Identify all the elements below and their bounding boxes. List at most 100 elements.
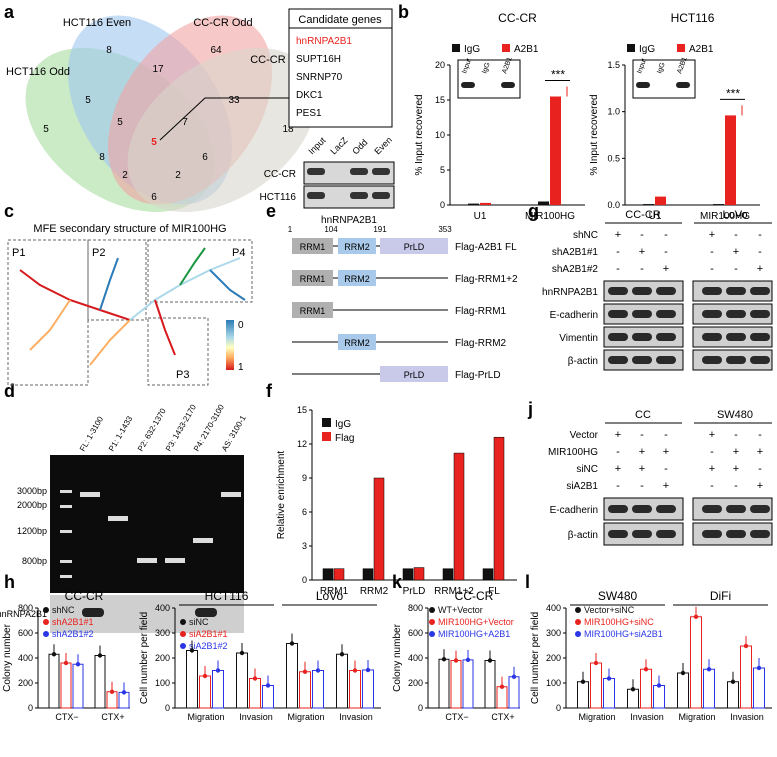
legend-marker <box>43 607 49 613</box>
blot-group-label: LoVo <box>722 209 747 221</box>
chart-i: 0 100 200 300 400 Cell number per field HCT116… <box>139 589 381 722</box>
band-label: β-actin <box>568 356 598 367</box>
blot-band <box>750 505 770 513</box>
y-tick-label: 200 <box>155 653 170 663</box>
rna-structure: MFE secondary structure of MIR100HG P1 P… <box>7 223 253 386</box>
group-title: DiFi <box>710 589 731 603</box>
y-axis-label: % Input recovered <box>414 94 425 175</box>
venn-count: 6 <box>202 152 208 163</box>
gel-image <box>50 455 244 593</box>
inset-blot <box>457 59 521 99</box>
condition-label: shA2B1#2 <box>552 264 599 275</box>
blot-a-col: Odd <box>350 137 369 156</box>
blot-band <box>656 505 676 513</box>
blot-band <box>726 333 746 341</box>
data-point <box>593 660 599 666</box>
legend-marker <box>429 619 435 625</box>
condition-sign: - <box>616 446 620 458</box>
venn-count: 5 <box>43 124 49 135</box>
data-point <box>189 648 195 653</box>
x-tick-label: PrLD <box>403 586 426 597</box>
chart-title: CC-CR <box>455 589 494 603</box>
domain-box <box>292 302 333 318</box>
bar <box>212 670 224 709</box>
blot-group-label: SW480 <box>717 409 753 421</box>
gel-lane-label: AS: 3100-1 <box>220 413 248 453</box>
legend-swatch <box>502 44 510 52</box>
condition-sign: + <box>757 446 763 458</box>
gel-lane-label: P1: 1-1433 <box>107 414 135 453</box>
region-label: P2 <box>92 247 105 259</box>
y-tick-label: 1.0 <box>607 107 620 117</box>
bar <box>727 681 739 709</box>
region-label: P1 <box>12 247 25 259</box>
x-tick-label: Invasion <box>630 712 664 722</box>
bar <box>60 662 72 709</box>
y-tick-label: 0 <box>418 703 423 713</box>
blot-j: CC SW480 Vector + - - + - - MIR100HG - + + - + + siNC + + -… <box>548 409 773 546</box>
x-tick-label: CTX− <box>55 712 78 722</box>
bar <box>640 668 652 709</box>
domain-label: RRM1 <box>300 306 326 316</box>
data-point <box>487 658 493 663</box>
legend-marker <box>43 631 49 637</box>
gel-lane-label: P2: 632-1370 <box>136 406 168 453</box>
constructs-e: 1 104 191 353 RRM1 RRM2 PrLD Flag-A2B1 FL RR… <box>288 225 518 382</box>
x-tick-label: MIR100HG <box>700 211 750 222</box>
legend-marker <box>575 631 581 637</box>
data-point <box>121 690 127 695</box>
condition-sign: + <box>663 446 669 458</box>
x-tick-label: MIR100HG <box>525 211 575 222</box>
legend-label: A2B1 <box>514 44 539 55</box>
panel-letter-c: c <box>4 201 14 221</box>
condition-sign: + <box>709 463 715 475</box>
venn-count: 18 <box>282 124 294 135</box>
blot-band <box>632 333 652 341</box>
data-point <box>453 658 459 663</box>
chart-b-cc-cr: CC-CR 0 5 10 15 20 % Input recovered IgG A2B1 Inp… <box>414 11 585 222</box>
inset-band <box>461 82 475 88</box>
bar <box>262 685 274 709</box>
condition-sign: - <box>734 263 738 275</box>
venn-diagram: HCT116 Odd HCT116 Even CC-CR Odd CC-CR E… <box>6 15 317 213</box>
blot-a-label: hnRNPA2B1 <box>321 215 377 226</box>
legend-label: shA2B1#2 <box>52 629 94 639</box>
inset-label: IgG <box>481 62 491 75</box>
condition-sign: - <box>758 463 762 475</box>
data-point <box>365 667 371 673</box>
data-point <box>441 657 447 662</box>
legend-label: MIR100HG+siA2B1 <box>584 629 663 639</box>
data-point <box>315 668 321 673</box>
inset-label: Input <box>636 58 648 75</box>
x-tick-label: FL <box>488 586 500 597</box>
condition-label: Vector <box>570 430 599 441</box>
candidate-gene: DKC1 <box>296 90 323 101</box>
domain-box <box>338 334 376 350</box>
data-point <box>252 676 258 681</box>
blot-band <box>726 530 746 538</box>
y-tick-label: 400 <box>408 653 423 663</box>
legend-label: A2B1 <box>689 44 714 55</box>
blot-group-label: CC <box>635 409 651 421</box>
chart-l: 0 100 200 300 400 Cell number per field SW480 D… <box>530 589 772 722</box>
condition-sign: - <box>734 480 738 492</box>
blot-band <box>726 356 746 364</box>
bar-flag <box>453 452 465 581</box>
condition-sign: + <box>733 463 739 475</box>
bar <box>72 663 84 709</box>
legend-label: MIR100HG+Vector <box>438 617 514 627</box>
y-tick-label: 10 <box>435 130 445 140</box>
domain-box <box>292 238 333 254</box>
x-tick-label: RRM2 <box>360 586 389 597</box>
x-tick-label: Invasion <box>730 712 764 722</box>
y-tick-label: 20 <box>435 60 445 70</box>
inset-band <box>501 82 515 88</box>
condition-sign: - <box>710 263 714 275</box>
condition-sign: - <box>664 229 668 241</box>
legend-marker <box>180 643 186 649</box>
bar-flag <box>373 477 385 581</box>
legend-marker <box>575 619 581 625</box>
condition-sign: + <box>757 263 763 275</box>
bar <box>94 655 106 709</box>
